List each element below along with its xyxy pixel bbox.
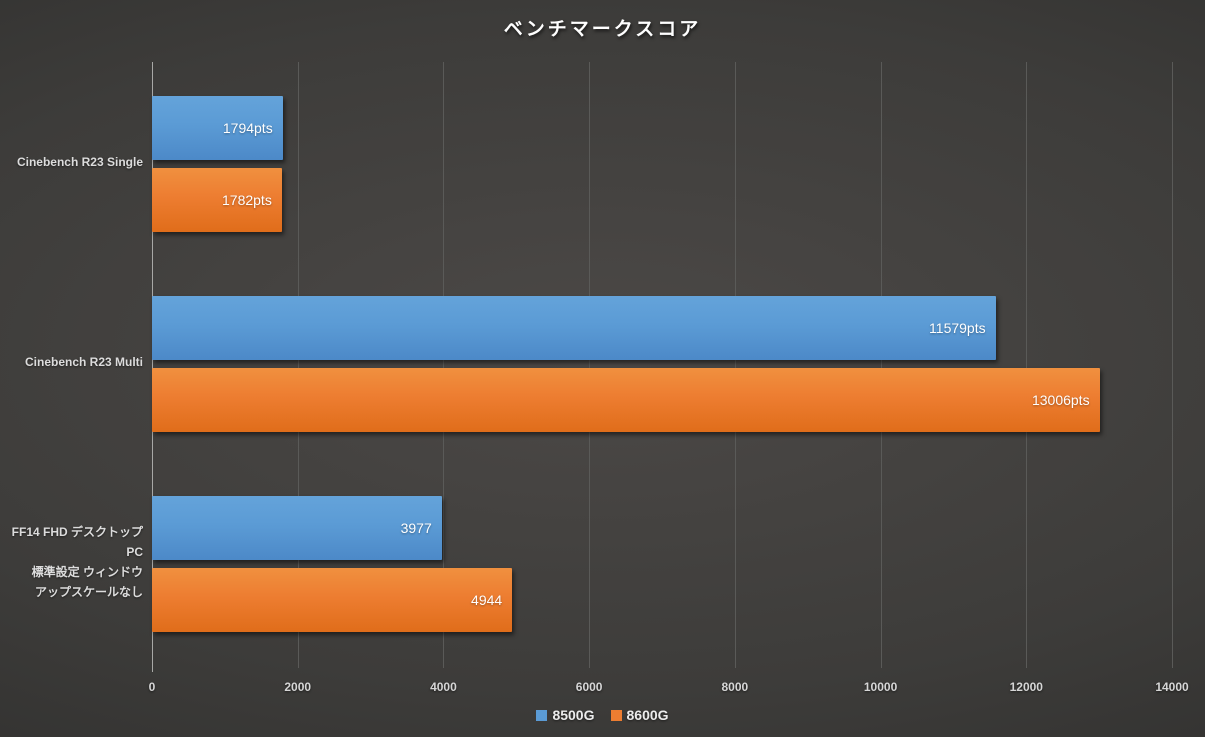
- gridline: [734, 62, 736, 668]
- legend-label: 8600G: [626, 707, 669, 723]
- x-tick-label: 14000: [1155, 680, 1189, 694]
- gridline: [297, 62, 299, 668]
- legend-item-8600G: 8600G: [610, 707, 669, 723]
- category-label: Cinebench R23 Single: [16, 155, 143, 169]
- bar-value-label: 4944: [471, 592, 503, 608]
- bar-value-label: 1782pts: [222, 192, 272, 208]
- gridline: [1026, 62, 1028, 668]
- category-label: Cinebench R23 Multi: [24, 355, 143, 369]
- category-label: FF14 FHD デスクトップPC 標準設定 ウィンドウ アップスケールなし: [11, 525, 143, 599]
- bar-value-label: 13006pts: [1031, 392, 1090, 408]
- x-tick-label: 4000: [430, 680, 457, 694]
- gridline: [443, 62, 445, 668]
- y-axis-line: [152, 62, 153, 672]
- legend-label: 8500G: [552, 707, 595, 723]
- bar-8600G: 13006pts: [152, 368, 1100, 432]
- legend: 8500G 8600G: [0, 707, 1205, 723]
- category-band: 1794pts 1782pts: [152, 62, 1172, 262]
- gridline: [880, 62, 882, 668]
- chart-title: ベンチマークスコア: [503, 19, 702, 40]
- bar-value-label: 1794pts: [222, 120, 273, 136]
- gridline: [589, 62, 591, 668]
- bar-value-label: 3977: [400, 520, 432, 536]
- legend-item-8500G: 8500G: [536, 707, 595, 723]
- bar-8500G: 1794pts: [152, 96, 283, 160]
- gridline: [1172, 62, 1173, 668]
- bar-8500G: 3977: [152, 496, 442, 560]
- bar-8600G: 4944: [152, 568, 513, 632]
- category-band: 11579pts 13006pts: [152, 262, 1172, 462]
- plot-area: 1794pts 1782pts 11579pts 13006pts 3977 4944: [152, 62, 1173, 672]
- bar-8600G: 1782pts: [152, 168, 282, 232]
- x-tick-label: 0: [148, 680, 156, 694]
- x-tick-label: 12000: [1009, 680, 1043, 694]
- bar-value-label: 11579pts: [929, 320, 986, 336]
- legend-swatch-icon: [536, 709, 548, 721]
- x-tick-label: 10000: [863, 680, 898, 694]
- x-tick-label: 8000: [721, 680, 749, 694]
- legend-swatch-icon: [610, 709, 622, 721]
- category-band: 3977 4944: [152, 462, 1172, 662]
- x-tick-label: 2000: [284, 680, 312, 694]
- bar-8500G: 11579pts: [152, 296, 996, 360]
- x-tick-label: 6000: [575, 680, 603, 694]
